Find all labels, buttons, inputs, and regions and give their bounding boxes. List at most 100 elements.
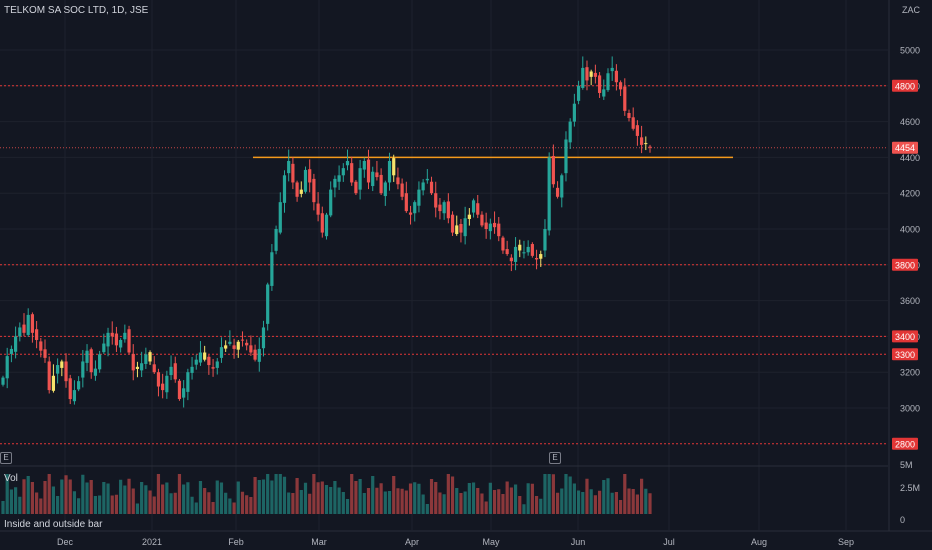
volume-bar <box>215 480 219 514</box>
volume-bar <box>602 480 606 514</box>
candle-body <box>18 327 22 337</box>
candle-body <box>606 73 610 91</box>
volume-bar <box>425 504 429 514</box>
volume-bar <box>274 474 278 514</box>
time-tick-label: Sep <box>838 537 854 547</box>
volume-bar <box>341 492 345 514</box>
level-badge <box>892 330 918 343</box>
volume-bar <box>476 488 480 514</box>
volume-bar <box>110 495 114 514</box>
indicator-label: Inside and outside bar <box>4 519 103 530</box>
volume-bar <box>198 481 203 514</box>
volume-bar <box>383 491 387 514</box>
volume-bar <box>610 492 614 514</box>
volume-bar <box>161 484 165 514</box>
level-badge-label: 3400 <box>895 332 915 342</box>
candle-body <box>140 363 144 371</box>
volume-bar <box>131 488 135 514</box>
candle-body <box>148 352 152 362</box>
volume-axis: 5M 2.5M 0 <box>900 460 920 525</box>
volume-bars <box>1 474 652 514</box>
volume-bar <box>98 495 102 514</box>
candle-body <box>72 390 77 402</box>
price-tick-label: 4600 <box>900 117 920 127</box>
volume-bar <box>123 485 127 514</box>
candle-body <box>425 178 429 181</box>
volume-bar <box>14 487 18 514</box>
candle-body <box>471 200 476 213</box>
candle-body <box>207 356 211 366</box>
candle-body <box>173 363 177 380</box>
volume-bar <box>345 499 350 514</box>
candle-body <box>463 218 467 237</box>
candle-body <box>631 117 635 129</box>
volume-bar <box>467 483 471 514</box>
candle-body <box>81 361 85 378</box>
volume-bar <box>362 493 366 514</box>
volume-bar <box>635 494 639 514</box>
price-tick-label: 3600 <box>900 296 920 306</box>
volume-bar <box>518 496 522 514</box>
candle-body <box>345 160 350 166</box>
candle-body <box>135 366 140 369</box>
candle-body <box>215 361 219 368</box>
candle-body <box>505 249 509 255</box>
volume-bar <box>413 482 417 514</box>
volume-bar <box>211 502 215 514</box>
candle-body <box>522 252 526 254</box>
candle-body <box>610 67 614 72</box>
volume-bar <box>22 479 26 514</box>
candle-body <box>442 202 446 214</box>
candle-body <box>274 229 278 251</box>
volume-bar <box>106 483 110 514</box>
candle-body <box>576 85 581 101</box>
volume-bar <box>177 474 182 514</box>
candle-body <box>400 183 404 197</box>
volume-bar <box>1 501 5 514</box>
volume-bar <box>459 493 463 514</box>
candle-body <box>518 244 522 251</box>
candle-body <box>270 252 274 286</box>
candle-body <box>618 82 623 90</box>
candle-body <box>337 175 341 182</box>
volume-bar <box>93 496 98 514</box>
volume-bar <box>648 493 652 514</box>
candle-body <box>303 169 308 192</box>
earnings-badge[interactable]: E <box>549 452 561 464</box>
candle-body <box>560 175 564 198</box>
volume-bar <box>631 489 635 514</box>
candle-body <box>198 352 203 363</box>
earnings-badge[interactable]: E <box>0 452 12 464</box>
candle-body <box>98 354 102 370</box>
candle-body <box>341 168 345 176</box>
volume-bar <box>350 474 354 514</box>
volume-bar <box>589 489 593 514</box>
candle-body <box>648 146 652 148</box>
volume-label: Vol <box>4 473 18 484</box>
candle-body <box>408 212 413 215</box>
candle-body <box>291 163 295 183</box>
candle-body <box>26 314 30 335</box>
candle-body <box>329 189 333 216</box>
volume-bar <box>387 491 392 514</box>
candle-body <box>165 375 169 393</box>
time-axis[interactable]: Dec 2021 Feb Mar Apr May Jun Jul Aug Sep <box>57 537 854 547</box>
volume-bar <box>471 482 476 514</box>
volume-bar <box>56 496 60 514</box>
candle-body <box>488 223 492 232</box>
candle-body <box>22 324 26 333</box>
candle-body <box>245 342 249 346</box>
candle-body <box>404 193 408 212</box>
volume-bar <box>492 490 497 514</box>
volume-bar <box>513 484 518 514</box>
candle-body <box>282 175 287 203</box>
candle-body <box>249 345 253 353</box>
candle-body <box>417 189 421 206</box>
volume-bar <box>287 492 291 514</box>
price-tick-label: 3200 <box>900 368 920 378</box>
candle-body <box>39 341 43 351</box>
volume-bar <box>480 493 484 514</box>
candle-body <box>308 169 312 183</box>
volume-bar <box>379 483 383 514</box>
